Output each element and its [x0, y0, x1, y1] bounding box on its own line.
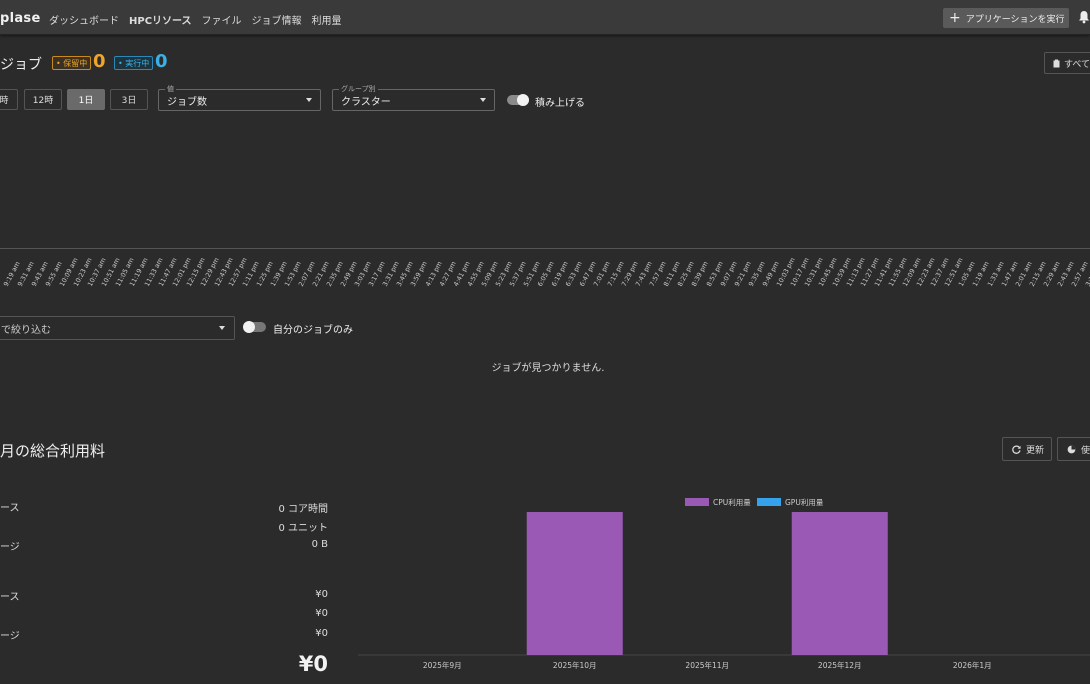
timeline-tick-labels: 9:19 am 9:31 am 9:43 am 9:55 am 10:09 am 10:2… — [0, 250, 1090, 298]
usage-bar-chart: CPU利用量 GPU利用量 2025年9月 2025年10月 2025年11月 2025年… — [358, 497, 1090, 670]
total-cost: ¥0 — [298, 652, 328, 676]
legend-label: CPU利用量 — [713, 497, 751, 507]
clipboard-icon — [1053, 59, 1060, 67]
chevron-down-icon — [219, 326, 225, 330]
top-navbar: plase ダッシュボード HPCリソース ファイル ジョブ情報 利用量 + ア… — [0, 0, 1090, 35]
cpu-amount-label: ース — [0, 503, 20, 514]
run-application-button[interactable]: + アプリケーションを実行 — [943, 8, 1069, 28]
nav-hpc-resources[interactable]: HPCリソース — [129, 16, 192, 27]
running-count: 0 — [155, 51, 168, 72]
bell-icon[interactable] — [1078, 10, 1090, 24]
value-select-label: 値 — [165, 84, 176, 94]
app-logo[interactable]: plase — [0, 11, 41, 26]
pending-badge: • 保留中 — [52, 56, 92, 70]
toggle-knob — [243, 321, 255, 333]
storage-amount-label: ージ — [0, 542, 20, 553]
gpu-amount-value: 0 ユニット — [278, 523, 328, 534]
gpu-cost-value: ¥0 — [315, 608, 328, 619]
run-application-label: アプリケーションを実行 — [965, 14, 1065, 25]
storage-amount-value: 0 B — [311, 539, 328, 550]
group-select-text: クラスター — [341, 96, 391, 108]
usage-title: 月の総合利用料 — [0, 442, 106, 460]
legend-swatch[interactable] — [757, 498, 781, 506]
refresh-label: 更新 — [1026, 445, 1045, 456]
view-all-label: すべて — [1064, 59, 1090, 70]
cpu-cost-value: ¥0 — [315, 589, 328, 600]
x-tick-label: 2025年9月 — [423, 660, 462, 670]
refresh-button[interactable]: 更新 — [1002, 437, 1052, 461]
x-tick-label: 2025年10月 — [553, 660, 597, 670]
range-hour-button[interactable]: 時 — [0, 89, 18, 110]
nav-dashboard[interactable]: ダッシュボード — [49, 16, 119, 27]
legend-swatch[interactable] — [685, 498, 709, 506]
x-tick-label: 2026年1月 — [953, 660, 992, 670]
storage-cost-label: ージ — [0, 631, 20, 642]
cpu-amount-value: 0 コア時間 — [278, 504, 328, 515]
plus-icon: + — [949, 10, 961, 26]
value-select[interactable]: ジョブ数 — [158, 89, 321, 111]
value-select-text: ジョブ数 — [167, 96, 207, 108]
my-jobs-toggle[interactable] — [243, 321, 266, 333]
legend-label: GPU利用量 — [785, 497, 824, 507]
nav-usage[interactable]: 利用量 — [311, 16, 342, 27]
storage-cost-value: ¥0 — [315, 628, 328, 639]
chevron-down-icon — [480, 98, 486, 102]
pie-chart-icon — [1067, 445, 1076, 453]
timeline-axis — [0, 248, 1090, 249]
usage-detail-button[interactable]: 使 — [1057, 437, 1090, 461]
range-1d-button[interactable]: 1日 — [67, 89, 105, 110]
nav-job-info[interactable]: ジョブ情報 — [251, 16, 302, 27]
main-nav: ダッシュボード HPCリソース ファイル ジョブ情報 利用量 — [49, 12, 342, 27]
no-jobs-message: ジョブが見つかりません. — [491, 363, 605, 374]
x-tick-label: 2025年11月 — [685, 660, 729, 670]
view-all-button[interactable]: すべて — [1044, 52, 1090, 74]
x-tick-label: 2025年12月 — [818, 660, 862, 670]
stack-toggle[interactable] — [507, 94, 529, 106]
refresh-icon — [1012, 445, 1021, 454]
job-filter-placeholder: で絞り込む — [1, 324, 51, 336]
group-select-label: グループ別 — [339, 84, 378, 94]
jobs-title: ジョブ — [0, 57, 42, 73]
cpu-cost-label: ース — [0, 592, 20, 603]
range-12h-button[interactable]: 12時 — [24, 89, 62, 110]
usage-detail-label: 使 — [1081, 445, 1090, 456]
toggle-knob — [517, 94, 529, 106]
group-select[interactable]: クラスター — [332, 89, 495, 111]
bar-CPU利用量[interactable] — [526, 512, 623, 655]
job-filter-select[interactable]: で絞り込む — [0, 316, 235, 340]
stack-toggle-label: 積み上げる — [535, 98, 585, 109]
range-3d-button[interactable]: 3日 — [110, 89, 148, 110]
bar-CPU利用量[interactable] — [791, 512, 888, 655]
pending-count: 0 — [93, 51, 106, 72]
chevron-down-icon — [306, 98, 312, 102]
my-jobs-label: 自分のジョブのみ — [273, 325, 353, 336]
nav-files[interactable]: ファイル — [201, 16, 242, 27]
running-badge: • 実行中 — [114, 56, 154, 70]
